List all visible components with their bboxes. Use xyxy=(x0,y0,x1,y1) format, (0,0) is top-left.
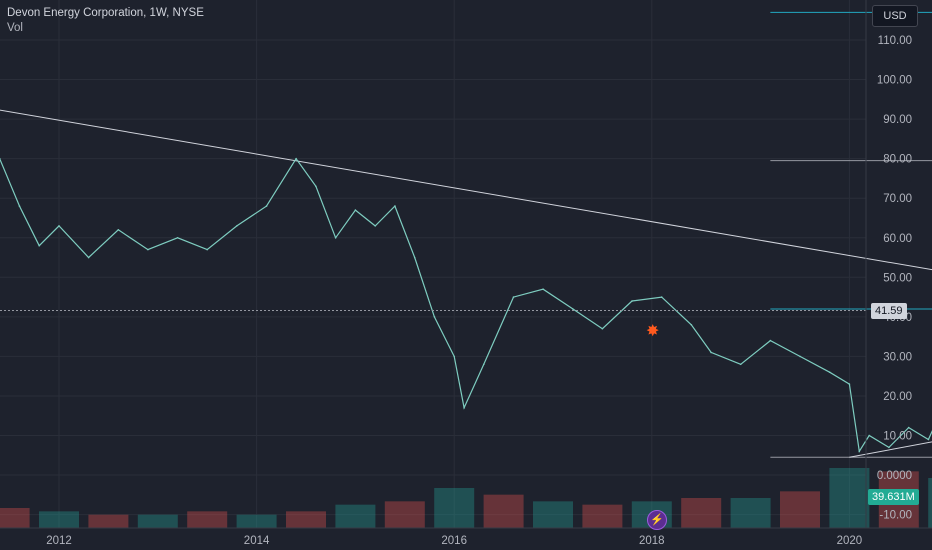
y-tick-label: 90.00 xyxy=(883,114,912,126)
x-tick-label: 2020 xyxy=(837,535,863,547)
price-series-line xyxy=(0,157,932,453)
volume-bar xyxy=(286,511,326,528)
volume-bar xyxy=(384,501,425,528)
lightning-icon[interactable]: ⚡ xyxy=(647,510,667,530)
volume-bar xyxy=(434,488,475,528)
volume-bar xyxy=(335,504,376,528)
volume-bar xyxy=(137,514,178,528)
y-tick-label: 20.00 xyxy=(883,391,912,403)
chart-grid xyxy=(0,0,866,528)
y-tick-label: 10.00 xyxy=(883,431,912,443)
volume-bar xyxy=(39,511,79,528)
y-tick-label: 70.00 xyxy=(883,193,912,205)
volume-bar xyxy=(928,478,932,528)
x-tick-label: 2012 xyxy=(46,535,72,547)
x-tick-label: 2014 xyxy=(244,535,270,547)
volume-bars xyxy=(0,468,932,528)
y-tick-label: 80.00 xyxy=(883,154,912,166)
volume-indicator-label: Vol xyxy=(7,22,23,34)
volume-bar xyxy=(681,498,722,528)
y-tick-label: 30.00 xyxy=(883,351,912,363)
x-tick-label: 2016 xyxy=(441,535,467,547)
y-tick-label: 110.00 xyxy=(878,35,912,47)
volume-bar xyxy=(483,494,524,528)
y-tick-label: 100.00 xyxy=(877,75,912,87)
volume-bar xyxy=(236,514,277,528)
chart-legend: Devon Energy Corporation, 1W, NYSE Vol xyxy=(7,6,204,36)
symbol-title: Devon Energy Corporation, 1W, NYSE xyxy=(7,7,204,19)
y-tick-label: 50.00 xyxy=(883,272,912,284)
drawing-tools: -0.500.51 xyxy=(0,11,932,458)
y-tick-label: 60.00 xyxy=(883,233,912,245)
y-tick-label: -10.00 xyxy=(879,510,912,522)
currency-button[interactable]: USD xyxy=(872,5,918,27)
last-price-label: 41.59 xyxy=(871,303,907,319)
volume-bar xyxy=(88,514,129,528)
volume-bar xyxy=(0,508,30,528)
volume-bar xyxy=(187,511,228,528)
volume-bar xyxy=(730,498,771,528)
volume-bar xyxy=(829,468,870,528)
volume-bar xyxy=(780,491,820,528)
x-tick-label: 2018 xyxy=(639,535,665,547)
explosion-icon: ✸ xyxy=(646,323,660,340)
trendline xyxy=(0,109,932,271)
volume-value-label: 39.631M xyxy=(868,489,919,505)
y-tick-label: 0.0000 xyxy=(877,470,912,482)
volume-bar xyxy=(582,504,623,528)
volume-bar xyxy=(533,501,573,528)
